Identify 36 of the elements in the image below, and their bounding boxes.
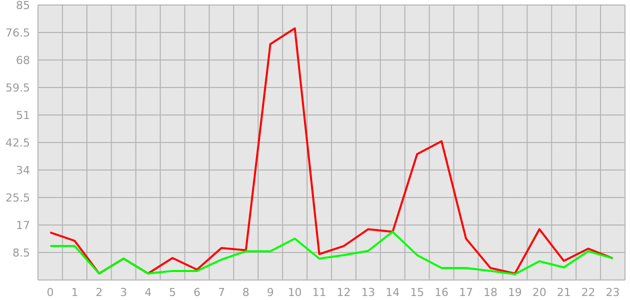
x-tick-label: 13 — [361, 286, 376, 299]
x-tick-label: 18 — [483, 286, 498, 299]
x-tick-label: 1 — [71, 286, 78, 299]
x-tick-label: 3 — [120, 286, 128, 299]
x-tick-label: 23 — [606, 286, 620, 299]
x-tick-label: 6 — [193, 286, 200, 299]
x-tick-label: 17 — [459, 286, 474, 299]
y-tick-label: 42.5 — [6, 136, 30, 150]
x-tick-label: 11 — [312, 286, 326, 299]
x-tick-label: 14 — [386, 286, 400, 299]
y-tick-label: 25.5 — [6, 191, 30, 204]
x-tick-label: 7 — [218, 286, 225, 299]
y-tick-label: 34 — [16, 164, 30, 177]
y-tick-label: 76.5 — [6, 26, 30, 40]
x-tick-label: 9 — [266, 286, 274, 299]
y-tick-label: 8.5 — [12, 246, 30, 260]
x-tick-label: 8 — [242, 286, 250, 299]
line-series — [49, 230, 614, 276]
x-tick-label: 15 — [410, 286, 424, 299]
x-tick-label: 19 — [508, 286, 522, 299]
x-tick-label: 16 — [434, 286, 449, 299]
x-tick-label: 12 — [336, 286, 351, 299]
x-tick-label: 0 — [46, 286, 54, 299]
y-tick-label: 85 — [16, 0, 30, 12]
y-tick-label: 59.5 — [6, 81, 30, 94]
x-tick-label: 2 — [96, 286, 103, 299]
x-tick-label: 4 — [144, 286, 152, 299]
line-series — [49, 27, 614, 275]
x-tick-label: 21 — [556, 286, 571, 299]
x-tick-label: 20 — [532, 286, 546, 299]
x-tick-label: 22 — [581, 286, 596, 299]
x-tick-label: 5 — [169, 286, 176, 299]
x-tick-label: 10 — [288, 286, 302, 299]
y-tick-label: 51 — [16, 108, 30, 122]
y-tick-label: 68 — [16, 54, 30, 67]
y-tick-label: 17 — [16, 218, 30, 232]
